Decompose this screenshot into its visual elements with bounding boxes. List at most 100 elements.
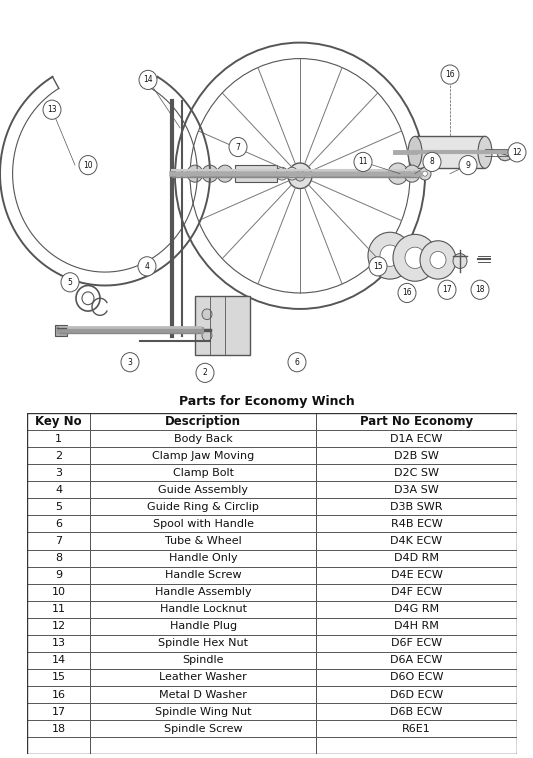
Bar	[27, 567, 517, 584]
Text: 4: 4	[55, 485, 62, 495]
Text: D3B SWR: D3B SWR	[390, 502, 443, 512]
Bar	[27, 618, 91, 635]
Text: 18: 18	[52, 724, 66, 734]
Bar	[91, 635, 316, 652]
Bar	[316, 481, 517, 499]
Circle shape	[438, 280, 456, 299]
Text: D3A SW: D3A SW	[394, 485, 439, 495]
Bar	[27, 584, 91, 600]
Text: 9: 9	[55, 570, 62, 580]
Bar	[27, 464, 517, 481]
Bar	[316, 584, 517, 600]
Text: Handle Locknut: Handle Locknut	[160, 604, 247, 614]
Text: Spindle Screw: Spindle Screw	[164, 724, 243, 734]
Bar	[91, 737, 316, 754]
Bar	[316, 533, 517, 550]
Text: 17: 17	[52, 706, 66, 716]
Text: 16: 16	[52, 690, 66, 700]
Bar	[316, 515, 517, 533]
Bar	[27, 669, 517, 686]
Text: 13: 13	[47, 105, 57, 114]
Bar	[27, 720, 91, 737]
Circle shape	[139, 70, 157, 89]
Bar	[27, 499, 517, 515]
Circle shape	[393, 234, 437, 281]
Bar	[27, 703, 517, 720]
Text: 17: 17	[442, 285, 452, 294]
Ellipse shape	[408, 136, 422, 168]
Circle shape	[394, 169, 402, 178]
Bar	[27, 584, 517, 600]
Circle shape	[202, 165, 218, 182]
Bar	[27, 447, 517, 464]
Bar	[91, 431, 316, 447]
Text: 14: 14	[143, 75, 153, 84]
Text: Clamp Jaw Moving: Clamp Jaw Moving	[152, 451, 254, 461]
Text: 7: 7	[55, 536, 62, 546]
Text: D6A ECW: D6A ECW	[390, 656, 443, 666]
Bar	[27, 720, 517, 737]
Circle shape	[196, 363, 214, 383]
Bar	[27, 515, 517, 533]
Circle shape	[420, 241, 456, 279]
Text: D1A ECW: D1A ECW	[390, 434, 443, 443]
Bar	[55, 325, 67, 336]
Text: Body Back: Body Back	[174, 434, 232, 443]
Bar	[316, 550, 517, 567]
Bar	[91, 669, 316, 686]
Circle shape	[508, 143, 526, 162]
Text: 10: 10	[83, 161, 93, 170]
Text: D6D ECW: D6D ECW	[390, 690, 443, 700]
Text: Description: Description	[165, 415, 241, 428]
Bar	[27, 533, 517, 550]
Circle shape	[405, 247, 425, 268]
Text: 16: 16	[445, 70, 455, 79]
Bar	[27, 499, 91, 515]
Bar	[27, 431, 91, 447]
Text: Part No Economy: Part No Economy	[360, 415, 473, 428]
Bar	[27, 635, 91, 652]
Circle shape	[187, 165, 203, 182]
Text: D6F ECW: D6F ECW	[391, 638, 442, 648]
Text: 16: 16	[402, 289, 412, 297]
Circle shape	[295, 171, 305, 181]
Circle shape	[354, 152, 372, 171]
Circle shape	[121, 352, 139, 371]
Bar	[91, 464, 316, 481]
Bar	[27, 686, 517, 703]
Bar	[27, 686, 91, 703]
Text: R4B ECW: R4B ECW	[391, 519, 442, 529]
Text: D6B ECW: D6B ECW	[390, 706, 443, 716]
Circle shape	[471, 280, 489, 299]
Bar	[27, 737, 91, 754]
Text: 8: 8	[430, 158, 434, 167]
Text: Metal D Washer: Metal D Washer	[159, 690, 247, 700]
Circle shape	[288, 352, 306, 371]
Bar	[27, 652, 91, 669]
Circle shape	[388, 163, 408, 184]
Circle shape	[380, 245, 400, 266]
Text: D4F ECW: D4F ECW	[391, 587, 442, 597]
Bar	[91, 686, 316, 703]
Text: 5: 5	[68, 277, 72, 287]
Text: 2: 2	[203, 368, 207, 377]
Bar	[91, 652, 316, 669]
Circle shape	[419, 168, 431, 180]
Bar	[316, 635, 517, 652]
Polygon shape	[497, 152, 512, 161]
Bar	[316, 669, 517, 686]
Bar	[316, 618, 517, 635]
Circle shape	[229, 137, 247, 157]
Text: 10: 10	[52, 587, 66, 597]
Text: 2: 2	[55, 451, 62, 461]
Text: Handle Screw: Handle Screw	[165, 570, 241, 580]
Bar	[91, 600, 316, 618]
Bar	[27, 431, 517, 447]
Bar	[91, 499, 316, 515]
Text: 6: 6	[55, 519, 62, 529]
Text: 7: 7	[236, 143, 240, 152]
Bar	[27, 515, 91, 533]
Bar	[27, 618, 517, 635]
Circle shape	[202, 330, 212, 341]
Circle shape	[369, 257, 387, 276]
